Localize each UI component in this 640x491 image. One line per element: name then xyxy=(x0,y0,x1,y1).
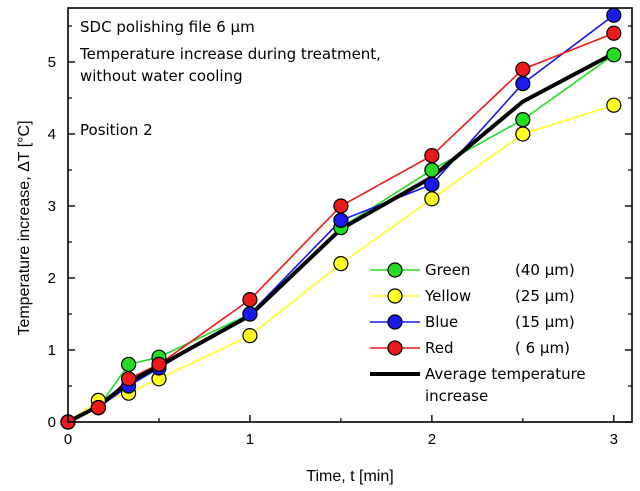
legend-label: Yellow xyxy=(424,287,471,305)
data-point-blue xyxy=(333,212,349,228)
plot-frame xyxy=(67,7,633,423)
data-point-green xyxy=(424,162,440,178)
data-point-blue xyxy=(606,7,622,23)
y-tick-label: 1 xyxy=(48,342,56,359)
x-tick-label: 0 xyxy=(64,431,72,448)
annotation-line-3: without water cooling xyxy=(80,67,243,85)
data-point-red xyxy=(424,148,440,164)
data-point-red xyxy=(90,400,106,416)
data-point-red xyxy=(242,292,258,308)
data-point-red xyxy=(151,356,167,372)
data-point-green xyxy=(515,111,531,128)
annotation-line-2: Temperature increase during treatment, xyxy=(79,45,381,63)
legend-detail: (15 µm) xyxy=(515,313,575,331)
data-point-red xyxy=(333,198,349,214)
legend-marker xyxy=(387,262,403,278)
data-point-green xyxy=(120,356,137,372)
y-tick-label: 4 xyxy=(48,126,56,143)
y-axis-label: Temperature increase, ΔT [°C] xyxy=(16,120,33,335)
legend-detail: (25 µm) xyxy=(515,287,575,305)
legend-label: Green xyxy=(425,261,470,279)
legend-label: Blue xyxy=(425,313,458,331)
legend-marker xyxy=(387,314,403,330)
data-point-blue xyxy=(424,176,440,192)
data-point-yellow xyxy=(242,328,258,344)
x-tick-label: 2 xyxy=(428,431,436,448)
x-tick-label: 1 xyxy=(246,431,254,448)
legend: Green (40 µm) Yellow (25 µm) Blue (15 µm) Red (… xyxy=(370,261,586,405)
data-point-blue xyxy=(242,306,258,322)
legend-detail: (40 µm) xyxy=(515,261,575,279)
data-point-yellow xyxy=(515,126,531,142)
data-point-yellow xyxy=(606,97,622,113)
legend-marker xyxy=(387,288,403,304)
x-axis-label: Time, t [min] xyxy=(306,468,393,485)
ticks-layer: 0 1 2 3 0 1 2 3 4 5 xyxy=(48,25,632,448)
annotation-position: Position 2 xyxy=(80,121,153,139)
legend-marker xyxy=(387,340,403,356)
data-point-red xyxy=(515,61,531,77)
data-point-green xyxy=(606,47,622,63)
legend-detail: ( 6 µm) xyxy=(515,339,570,357)
data-point-red xyxy=(120,371,137,387)
y-tick-label: 2 xyxy=(48,270,56,287)
y-tick-label: 5 xyxy=(48,54,56,71)
x-tick-label: 3 xyxy=(610,431,618,448)
legend-label: Average temperature xyxy=(425,365,586,383)
y-tick-label: 3 xyxy=(48,198,56,215)
legend-label: Red xyxy=(425,339,454,357)
series-layer xyxy=(60,7,622,430)
y-tick-label: 0 xyxy=(48,414,56,431)
data-point-blue xyxy=(515,75,531,92)
data-point-yellow xyxy=(424,191,440,207)
annotation-title: SDC polishing file 6 µm xyxy=(80,18,255,36)
data-point-yellow xyxy=(333,256,349,272)
legend-label-line2: increase xyxy=(425,387,488,405)
data-point-red xyxy=(606,25,622,41)
